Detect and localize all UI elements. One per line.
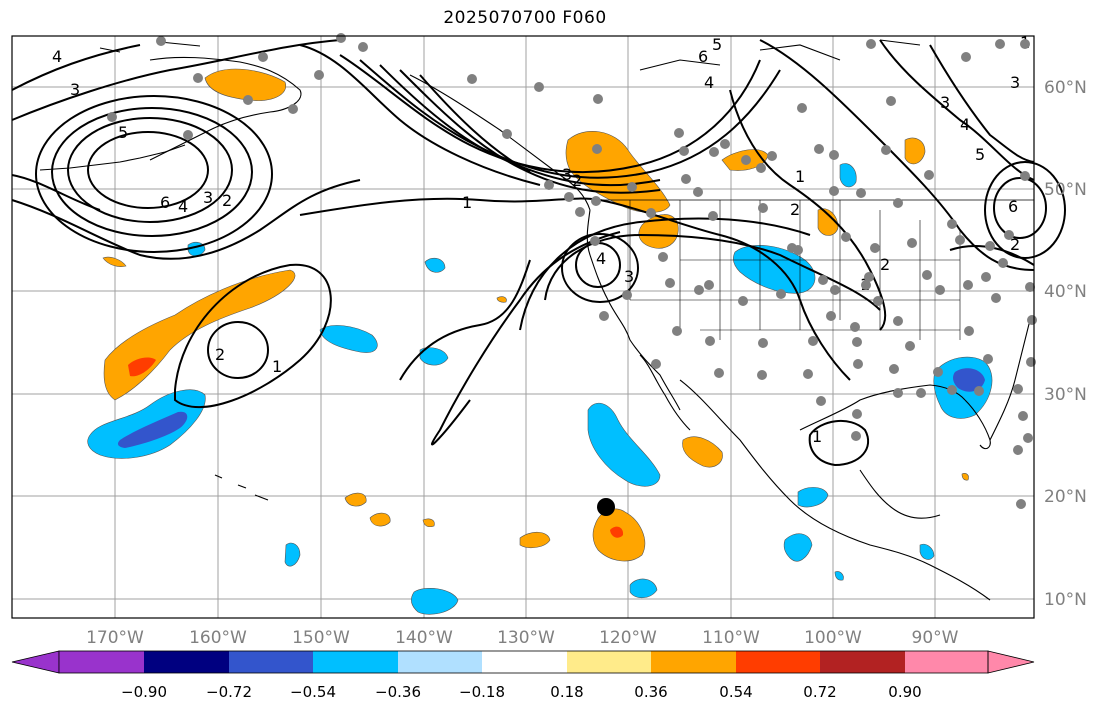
colorbar-max-extension [987, 650, 1035, 674]
contour-label: 2 [572, 171, 582, 190]
lon-label: 150°W [292, 628, 350, 648]
contour-label: 3 [203, 188, 213, 207]
contour-label: 3 [562, 165, 572, 184]
contour-label: 6 [698, 47, 708, 66]
contour-label: 5 [712, 35, 722, 54]
colorbar-tick-label: −0.72 [206, 683, 252, 701]
colorbar-bin [229, 651, 313, 673]
colorbar-bin [313, 651, 398, 673]
contour-label: 2 [222, 191, 232, 210]
colorbar-bin [736, 651, 820, 673]
contour-label: 1 [795, 167, 805, 186]
contour-label: 1 [462, 193, 472, 212]
highlight-point-marker [597, 498, 615, 516]
contour-label: 6 [1008, 197, 1018, 216]
colorbar-bin [567, 651, 651, 673]
colorbar-tick-label: 0.72 [803, 683, 836, 701]
colorbar-bin [59, 651, 144, 673]
contour-label: 3 [1010, 73, 1020, 92]
contour-label: 1 [812, 427, 822, 446]
lat-label: 60°N [1044, 78, 1087, 98]
contour-label: 2 [215, 345, 225, 364]
contour-label: 2 [880, 255, 890, 274]
contour-label: 4 [596, 249, 606, 268]
contour-label: 3 [70, 80, 80, 99]
strong-positive-anomaly-areas [128, 357, 624, 538]
lat-label: 50°N [1044, 180, 1087, 200]
colorbar-tick-label: −0.54 [290, 683, 336, 701]
colorbar-tick-label: 0.90 [888, 683, 921, 701]
colorbar-bin [651, 651, 736, 673]
contour-label: 5 [975, 145, 985, 164]
colorbar-tick-label: −0.18 [459, 683, 505, 701]
lon-label: 140°W [395, 628, 453, 648]
contour-label: 2 [1010, 235, 1020, 254]
lon-label: 170°W [86, 628, 144, 648]
colorbar-ticks: −0.90 −0.72 −0.54 −0.36 −0.18 0.18 0.36 … [121, 683, 922, 701]
colorbar-tick-label: −0.90 [121, 683, 167, 701]
graticule [12, 36, 1034, 618]
coastlines-and-borders [39, 39, 1034, 601]
colorbar [11, 650, 1035, 674]
latitude-axis: 60°N 50°N 40°N 30°N 20°N 10°N [1044, 78, 1087, 610]
map-title: 2025070700 F060 [443, 8, 607, 28]
colorbar-outline [58, 650, 989, 674]
lon-label: 100°W [804, 628, 862, 648]
colorbar-tick-label: 0.36 [634, 683, 667, 701]
colorbar-bin [398, 651, 482, 673]
station-markers [107, 33, 1037, 509]
contour-label: 4 [960, 115, 970, 134]
contour-label: 3 [624, 267, 634, 286]
colorbar-bin [482, 651, 567, 673]
lat-label: 40°N [1044, 282, 1087, 302]
contour-label: 1 [272, 357, 282, 376]
lat-label: 10°N [1044, 590, 1087, 610]
contour-label: 6 [160, 193, 170, 212]
colorbar-bin [820, 651, 905, 673]
lat-label: 20°N [1044, 487, 1087, 507]
contour-label: 4 [704, 73, 714, 92]
strong-negative-anomaly-areas [117, 368, 985, 448]
colorbar-tick-label: 0.18 [550, 683, 583, 701]
contour-label: 4 [178, 197, 188, 216]
colorbar-tick-label: 0.54 [719, 683, 752, 701]
negative-anomaly-areas [87, 163, 993, 615]
lon-label: 90°W [912, 628, 959, 648]
colorbar-min-extension [11, 650, 60, 674]
colorbar-tick-label: −0.36 [375, 683, 421, 701]
contour-label: 3 [940, 93, 950, 112]
contour-labels: 4 3 5 6 4 3 2 1 2 1 6 5 4 3 2 1 3 4 2 1 … [52, 33, 1030, 446]
longitude-axis: 170°W 160°W 150°W 140°W 130°W 120°W 110°… [86, 628, 959, 648]
lon-label: 130°W [497, 628, 555, 648]
lon-label: 160°W [189, 628, 247, 648]
contour-label: 2 [790, 200, 800, 219]
colorbar-bin [144, 651, 229, 673]
contour-lines [11, 39, 1066, 467]
contour-label: 5 [118, 123, 128, 142]
colorbar-bin [905, 651, 988, 673]
lon-label: 120°W [599, 628, 657, 648]
map-frame [11, 35, 1035, 619]
lon-label: 110°W [702, 628, 760, 648]
lat-label: 30°N [1044, 385, 1087, 405]
contour-label: 4 [52, 47, 62, 66]
